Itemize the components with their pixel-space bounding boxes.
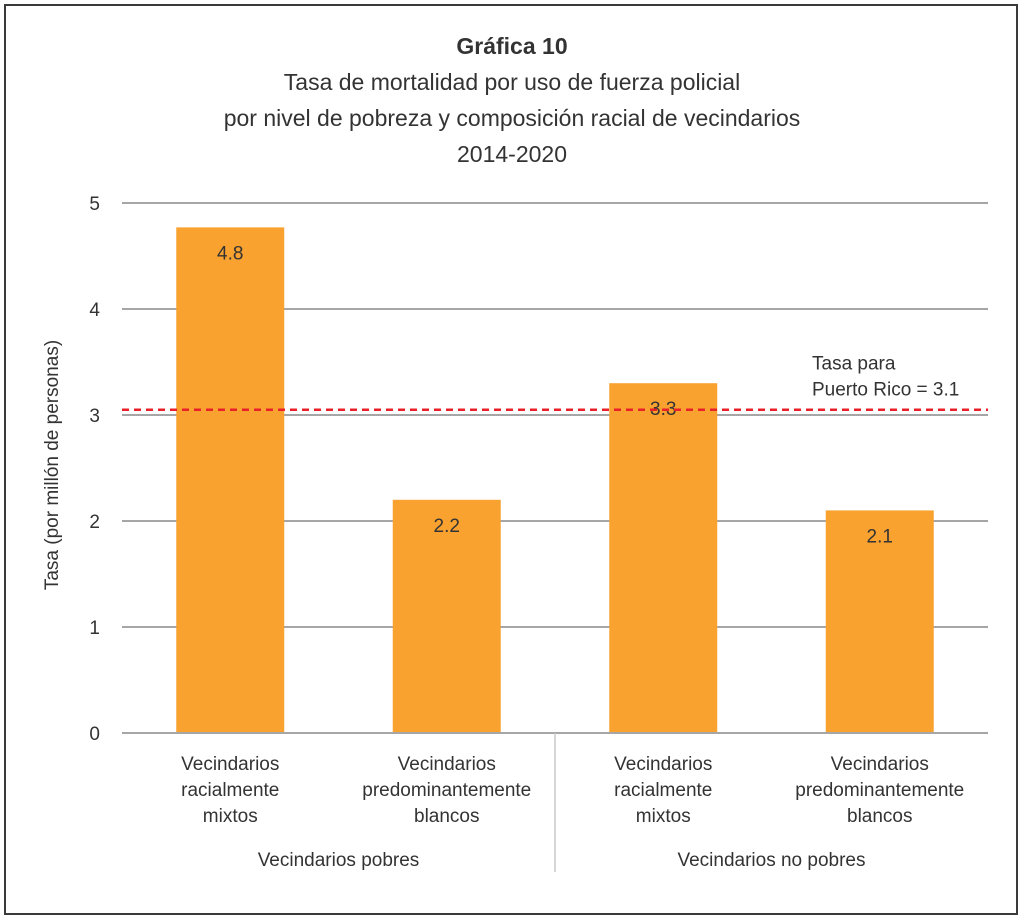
y-tick-label: 0	[89, 724, 100, 745]
y-tick-label: 5	[89, 194, 100, 215]
category-label: predominantemente	[795, 780, 964, 801]
bar-value-label: 2.1	[867, 526, 893, 547]
category-label: racialmente	[181, 780, 279, 801]
category-label: Vecindarios	[181, 754, 279, 775]
chart-title-block: Gráfica 10 Tasa de mortalidad por uso de…	[0, 28, 1024, 172]
chart-title: Gráfica 10	[456, 33, 568, 59]
category-label: Vecindarios	[831, 754, 929, 775]
category-label: racialmente	[614, 780, 712, 801]
category-label: Vecindarios	[614, 754, 712, 775]
reference-line-group: Tasa para Puerto Rico = 3.1	[122, 354, 988, 411]
category-label: Vecindarios	[398, 754, 496, 775]
chart-subtitle-1: Tasa de mortalidad por uso de fuerza pol…	[283, 69, 741, 95]
category-label: mixtos	[636, 806, 691, 827]
bar	[609, 383, 718, 733]
chart-subtitle-3: 2014-2020	[457, 141, 567, 167]
bar	[825, 510, 934, 733]
value-labels: 4.82.23.32.1	[217, 243, 893, 547]
bar	[392, 499, 501, 733]
bar-value-label: 2.2	[434, 516, 460, 537]
bar-value-label: 4.8	[217, 243, 243, 264]
axes	[122, 732, 988, 872]
bars	[176, 227, 934, 733]
y-tick-label: 4	[89, 300, 100, 321]
category-label: blancos	[414, 806, 480, 827]
category-label: blancos	[847, 806, 913, 827]
chart-subtitle-2: por nivel de pobreza y composición racia…	[223, 105, 801, 131]
y-axis-label: Tasa (por millón de personas)	[42, 340, 63, 590]
category-label: mixtos	[203, 806, 258, 827]
category-labels: Vecindarios racialmente mixtos Vecindarios p…	[181, 754, 964, 871]
y-tick-label: 3	[89, 406, 100, 427]
group-label: Vecindarios pobres	[258, 850, 420, 871]
reference-line-label: Tasa para	[812, 354, 896, 375]
chart-frame	[4, 4, 1018, 915]
category-label: predominantemente	[362, 780, 531, 801]
y-tick-label: 2	[89, 512, 100, 533]
group-label: Vecindarios no pobres	[677, 850, 865, 871]
bar	[176, 227, 285, 733]
y-tick-label: 1	[89, 618, 100, 639]
reference-line-label: Puerto Rico = 3.1	[812, 380, 959, 401]
